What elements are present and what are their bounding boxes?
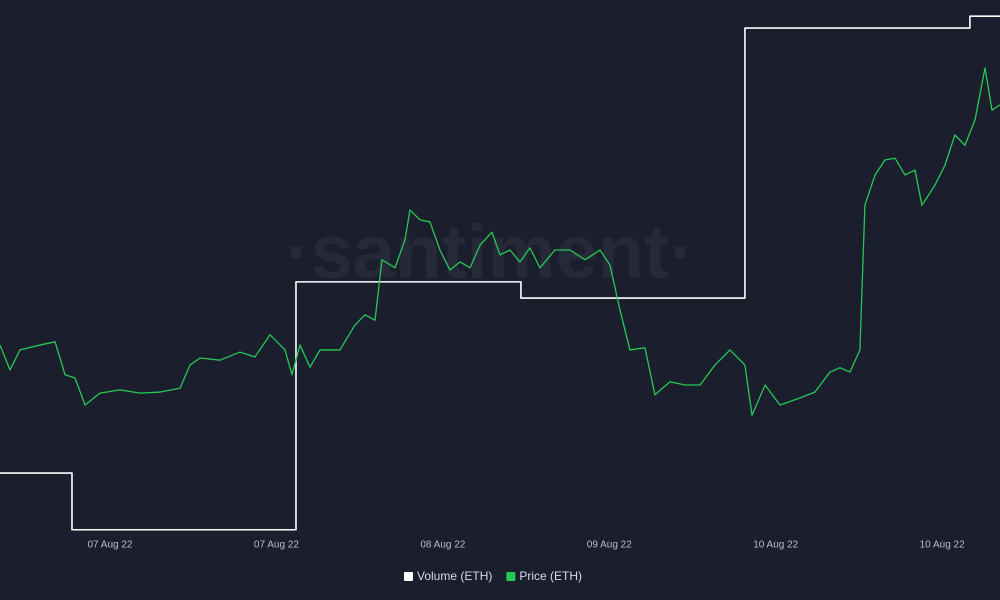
legend-label: Price (ETH) xyxy=(519,569,582,583)
x-tick-label: 10 Aug 22 xyxy=(920,540,965,551)
x-tick-label: 07 Aug 22 xyxy=(254,540,299,551)
watermark: ·santiment· xyxy=(285,210,695,295)
x-tick-label: 08 Aug 22 xyxy=(420,540,465,551)
x-tick-label: 07 Aug 22 xyxy=(87,540,132,551)
series-line xyxy=(0,15,1000,531)
x-tick-label: 10 Aug 22 xyxy=(753,540,798,551)
legend-swatch xyxy=(404,572,413,581)
x-tick-label: 09 Aug 22 xyxy=(587,540,632,551)
series-line xyxy=(0,67,1000,416)
legend-label: Volume (ETH) xyxy=(417,569,492,583)
legend-swatch xyxy=(506,572,516,581)
